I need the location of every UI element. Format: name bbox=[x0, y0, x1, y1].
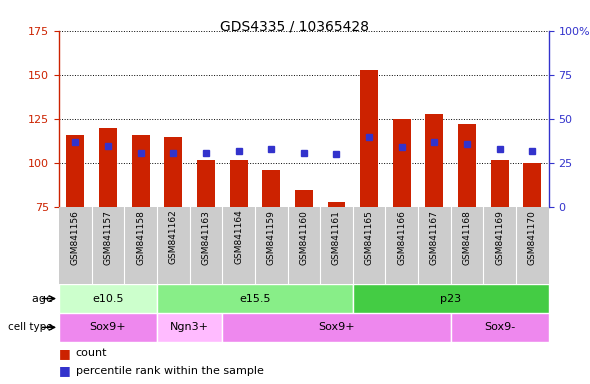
Text: GSM841167: GSM841167 bbox=[430, 210, 439, 265]
Bar bbox=[425, 114, 444, 207]
Text: age: age bbox=[32, 293, 56, 304]
Bar bbox=[458, 124, 476, 207]
Text: GSM841160: GSM841160 bbox=[299, 210, 309, 265]
Bar bbox=[327, 202, 346, 207]
Bar bbox=[132, 135, 150, 207]
Text: GSM841164: GSM841164 bbox=[234, 210, 243, 265]
Bar bbox=[157, 284, 353, 313]
Bar bbox=[99, 128, 117, 207]
Bar bbox=[230, 160, 248, 207]
Text: GSM841168: GSM841168 bbox=[463, 210, 471, 265]
Bar bbox=[451, 313, 549, 342]
Bar bbox=[523, 163, 542, 207]
Bar bbox=[59, 313, 157, 342]
Bar bbox=[164, 137, 182, 207]
Text: GSM841161: GSM841161 bbox=[332, 210, 341, 265]
Text: GSM841163: GSM841163 bbox=[201, 210, 211, 265]
Text: GSM841157: GSM841157 bbox=[103, 210, 113, 265]
Bar bbox=[157, 313, 222, 342]
Text: e15.5: e15.5 bbox=[239, 293, 271, 304]
Text: count: count bbox=[76, 348, 107, 358]
Text: GSM841166: GSM841166 bbox=[397, 210, 407, 265]
Text: Sox9+: Sox9+ bbox=[318, 322, 355, 333]
Text: GSM841156: GSM841156 bbox=[71, 210, 80, 265]
Bar bbox=[295, 190, 313, 207]
Bar bbox=[222, 313, 451, 342]
Bar bbox=[262, 170, 280, 207]
Bar bbox=[66, 135, 84, 207]
Text: GSM841159: GSM841159 bbox=[267, 210, 276, 265]
Bar bbox=[353, 284, 549, 313]
Text: p23: p23 bbox=[440, 293, 461, 304]
Text: e10.5: e10.5 bbox=[92, 293, 124, 304]
Text: GSM841169: GSM841169 bbox=[495, 210, 504, 265]
Text: GSM841162: GSM841162 bbox=[169, 210, 178, 265]
Text: Sox9+: Sox9+ bbox=[90, 322, 126, 333]
Text: GSM841165: GSM841165 bbox=[365, 210, 373, 265]
Text: GDS4335 / 10365428: GDS4335 / 10365428 bbox=[221, 19, 369, 33]
Bar bbox=[197, 160, 215, 207]
Text: ■: ■ bbox=[59, 347, 71, 360]
Text: GSM841158: GSM841158 bbox=[136, 210, 145, 265]
Text: Ngn3+: Ngn3+ bbox=[170, 322, 209, 333]
Text: GSM841170: GSM841170 bbox=[528, 210, 537, 265]
Bar bbox=[360, 70, 378, 207]
Text: Sox9-: Sox9- bbox=[484, 322, 515, 333]
Bar bbox=[393, 119, 411, 207]
Text: cell type: cell type bbox=[8, 322, 56, 333]
Bar bbox=[59, 284, 157, 313]
Bar bbox=[491, 160, 509, 207]
Text: ■: ■ bbox=[59, 364, 71, 377]
Text: percentile rank within the sample: percentile rank within the sample bbox=[76, 366, 263, 376]
